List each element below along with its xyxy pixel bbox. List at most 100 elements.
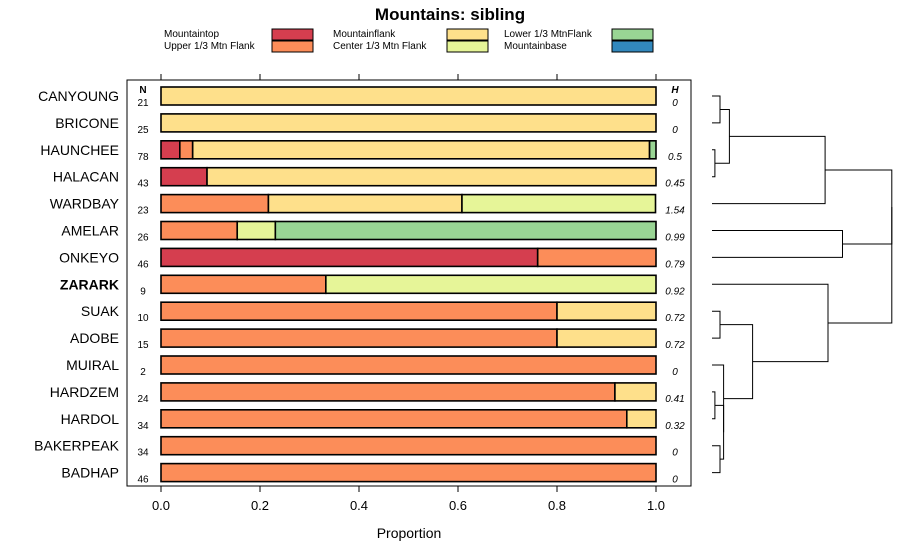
bar-segment-bricone-mountainflank	[160, 113, 657, 133]
x-tick-label-2: 0.4	[350, 498, 368, 513]
h-value-canyoung: 0	[672, 98, 678, 109]
bar-segment-badhap-upper-1-3-mtn-flank	[160, 462, 657, 483]
dendrogram-branch-l	[720, 324, 754, 400]
h-value-bricone: 0	[672, 125, 678, 136]
bar-segment-suak-upper-1-3-mtn-flank	[160, 301, 558, 322]
bar-segment-haunchee-lower-1-3-mtnflank	[648, 140, 657, 160]
bar-segment-hardzem-upper-1-3-mtn-flank	[160, 382, 616, 402]
chart-title: Mountains: sibling	[375, 5, 525, 24]
n-value-zarark: 9	[140, 286, 146, 297]
dendrogram-branch-m	[712, 283, 829, 363]
row-label-amelar: AMELAR	[61, 223, 119, 239]
row-label-canyoung: CANYOUNG	[38, 88, 119, 104]
legend-swatch-mountainbase	[611, 40, 654, 53]
legend-swatch-mountainflank	[446, 28, 489, 41]
h-value-wardbay: 1.54	[665, 206, 685, 217]
x-tick-label-5: 1.0	[647, 498, 665, 513]
bar-segment-adobe-mountainflank	[556, 328, 657, 348]
dendrogram-branch-root	[828, 206, 893, 324]
n-value-suak: 10	[137, 313, 149, 324]
legend-swatch-mountaintop	[271, 28, 314, 41]
h-value-hardzem: 0.41	[665, 394, 684, 405]
h-value-halacan: 0.45	[665, 179, 685, 190]
bar-segment-adobe-upper-1-3-mtn-flank	[160, 328, 558, 348]
bar-segment-amelar-lower-1-3-mtnflank	[274, 220, 657, 241]
row-label-adobe: ADOBE	[70, 330, 119, 346]
dendrogram-branch-j	[714, 404, 725, 460]
n-value-haunchee: 78	[137, 152, 149, 163]
row-label-hardzem: HARDZEM	[50, 384, 119, 400]
x-tick-label-0: 0.0	[152, 498, 170, 513]
row-label-halacan: HALACAN	[53, 169, 119, 185]
n-value-halacan: 43	[137, 179, 149, 190]
dendrogram-branch-i	[712, 391, 716, 420]
dendrogram-branch-g	[712, 310, 721, 339]
row-label-suak: SUAK	[81, 303, 120, 319]
bar-segment-hardzem-mountainflank	[614, 382, 657, 402]
h-value-muiral: 0	[672, 367, 678, 378]
row-label-bakerpeak: BAKERPEAK	[34, 438, 119, 454]
bar-segment-haunchee-mountaintop	[160, 140, 181, 160]
bar-segment-wardbay-upper-1-3-mtn-flank	[160, 193, 270, 214]
row-label-onkeyo: ONKEYO	[59, 249, 119, 265]
bar-segment-haunchee-mountainflank	[191, 140, 651, 160]
n-value-muiral: 2	[140, 367, 146, 378]
bar-segment-canyoung-mountainflank	[160, 86, 657, 106]
bar-segment-onkeyo-upper-1-3-mtn-flank	[536, 247, 657, 268]
bar-segment-zarark-upper-1-3-mtn-flank	[160, 274, 327, 295]
dendrogram-branch-b	[712, 149, 716, 178]
bar-segment-haunchee-upper-1-3-mtn-flank	[179, 140, 194, 160]
bar-segment-muiral-upper-1-3-mtn-flank	[160, 355, 657, 375]
bar-segment-hardol-mountainflank	[625, 408, 657, 429]
legend-label-mountainflank: Mountainflank	[333, 29, 396, 40]
bar-segment-halacan-mountainflank	[206, 166, 657, 187]
bar-segment-zarark-center-1-3-mtn-flank	[325, 274, 657, 295]
n-value-wardbay: 23	[137, 206, 149, 217]
h-value-hardol: 0.32	[665, 421, 685, 432]
bar-segment-halacan-mountaintop	[160, 166, 208, 187]
legend-swatch-lower-1-3-mtnflank	[611, 28, 654, 41]
dendrogram-branch-e	[712, 230, 843, 258]
legend-swatch-center-1-3-mtn-flank	[446, 40, 489, 53]
h-value-badhap: 0	[672, 475, 678, 486]
h-value-onkeyo: 0.79	[665, 259, 685, 270]
legend-label-lower-1-3-mtnflank: Lower 1/3 MtnFlank	[504, 29, 593, 40]
bar-segment-hardol-upper-1-3-mtn-flank	[160, 408, 628, 429]
n-value-canyoung: 21	[137, 98, 149, 109]
row-label-hardol: HARDOL	[61, 411, 120, 427]
dendrogram-branch-c	[714, 108, 730, 164]
row-label-bricone: BRICONE	[55, 115, 119, 131]
legend-swatch-upper-1-3-mtn-flank	[271, 40, 314, 53]
n-value-bricone: 25	[137, 125, 149, 136]
bar-segment-suak-mountainflank	[556, 301, 657, 322]
legend-label-mountainbase: Mountainbase	[504, 41, 567, 52]
row-label-badhap: BADHAP	[61, 465, 119, 481]
n-value-badhap: 46	[137, 475, 149, 486]
x-tick-label-3: 0.6	[449, 498, 467, 513]
plot-frame	[126, 79, 692, 487]
n-value-hardol: 34	[137, 421, 149, 432]
h-column-header: H	[671, 85, 679, 96]
legend-label-upper-1-3-mtn-flank: Upper 1/3 Mtn Flank	[164, 41, 256, 52]
row-label-wardbay: WARDBAY	[50, 196, 120, 212]
n-value-amelar: 26	[137, 233, 149, 244]
h-value-adobe: 0.72	[665, 340, 685, 351]
bar-segment-amelar-center-1-3-mtn-flank	[236, 220, 277, 241]
n-value-onkeyo: 46	[137, 259, 149, 270]
dendrogram-branch-h	[712, 445, 721, 474]
dendrogram-branch-k	[712, 364, 725, 433]
bar-segment-wardbay-mountainflank	[267, 193, 463, 214]
legend-label-center-1-3-mtn-flank: Center 1/3 Mtn Flank	[333, 41, 427, 52]
legend-label-mountaintop: Mountaintop	[164, 29, 219, 40]
dendrogram	[712, 95, 893, 474]
row-label-zarark: ZARARK	[60, 276, 119, 292]
h-value-bakerpeak: 0	[672, 448, 678, 459]
dendrogram-branch-a	[712, 95, 721, 124]
bar-segment-bakerpeak-upper-1-3-mtn-flank	[160, 435, 657, 456]
n-value-adobe: 15	[137, 340, 149, 351]
h-value-suak: 0.72	[665, 313, 685, 324]
x-axis: 0.0 0.2 0.4 0.6 0.8 1.0	[152, 74, 665, 513]
